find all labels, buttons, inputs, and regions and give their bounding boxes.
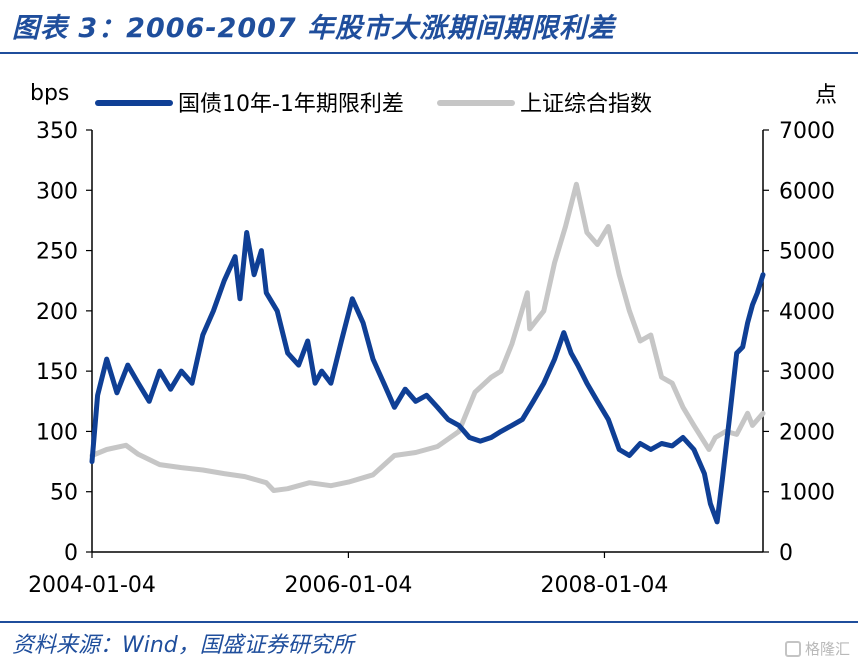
y-right-tick-label: 1000 (779, 481, 835, 506)
y-left-tick-label: 150 (36, 360, 78, 385)
y-right-tick-label: 5000 (779, 240, 835, 265)
y-right-tick-label: 0 (779, 541, 793, 566)
watermark: 格隆汇 (784, 638, 850, 659)
legend-label-index: 上证综合指数 (520, 92, 652, 117)
x-tick-label: 2008-01-04 (541, 573, 669, 598)
y-right-tick-label: 6000 (779, 179, 835, 204)
x-tick-label: 2004-01-04 (28, 573, 156, 598)
title-rule (0, 52, 858, 54)
series-line-spread (89, 230, 766, 525)
y-left-tick-label: 100 (36, 420, 78, 445)
y-right-unit: 点 (815, 83, 837, 108)
source-rule (0, 621, 858, 623)
y-right-tick-label: 4000 (779, 300, 835, 325)
y-right-tick-label: 3000 (779, 360, 835, 385)
series-line-index (89, 181, 766, 493)
y-left-tick-label: 200 (36, 300, 78, 325)
legend-label-spread: 国债10年-1年期限利差 (178, 92, 404, 117)
watermark-text: 格隆汇 (804, 640, 850, 658)
y-left-tick-label: 300 (36, 179, 78, 204)
y-right-tick-label: 2000 (779, 420, 835, 445)
y-left-tick-label: 50 (50, 481, 78, 506)
y-left-unit: bps (30, 81, 69, 106)
y-left-tick-label: 0 (64, 541, 78, 566)
figure-title: 图表 3：2006-2007 年股市大涨期间期限利差 (12, 13, 616, 44)
line-chart: bps 点 国债10年-1年期限利差 上证综合指数 0 50 100 150 200 250… (28, 81, 837, 598)
y-left-tick-label: 350 (36, 119, 78, 144)
series-layer (89, 181, 766, 525)
y-left-tick-label: 250 (36, 240, 78, 265)
x-tick-label: 2006-01-04 (284, 573, 412, 598)
y-right-tick-label: 7000 (779, 119, 835, 144)
watermark-logo-icon (784, 640, 801, 657)
axes: 0 50 100 150 200 250 300 350 0 1000 2000 3000 4000 50… (28, 119, 835, 598)
legend: 国债10年-1年期限利差 上证综合指数 (95, 92, 652, 117)
source-note: 资料来源：Wind，国盛证券研究所 (12, 633, 354, 658)
